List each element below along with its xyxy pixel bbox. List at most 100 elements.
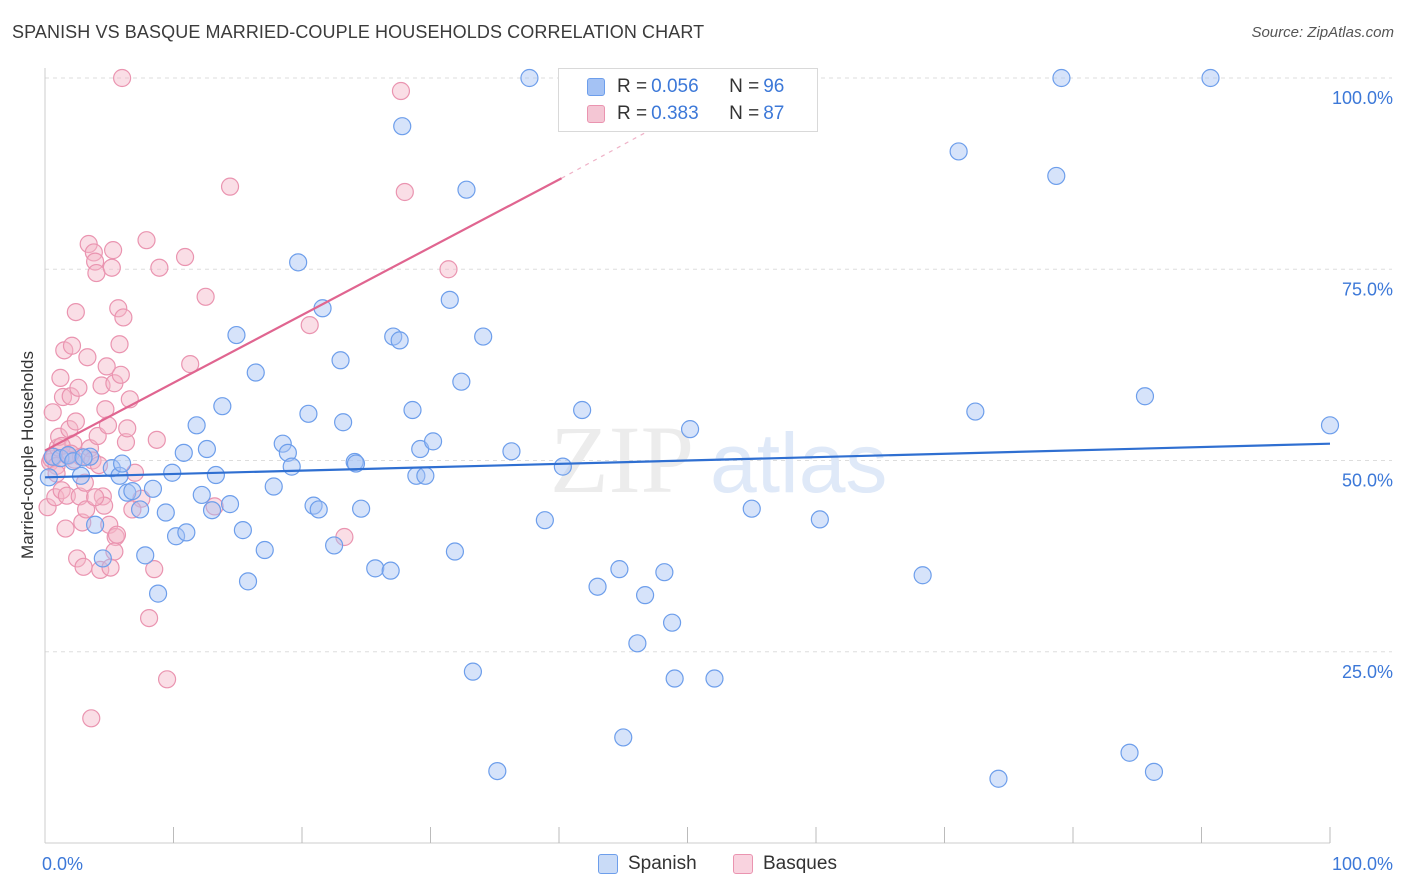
chart-title: SPANISH VS BASQUE MARRIED-COUPLE HOUSEHO… [12, 22, 705, 42]
spanish-point [227, 325, 246, 345]
spanish-point [445, 542, 465, 561]
basques-point [150, 258, 169, 277]
spanish-point [143, 479, 163, 498]
spanish-point [1320, 416, 1340, 435]
legend-n-label: N = [729, 103, 760, 124]
basques-point [125, 463, 145, 482]
legend-row-basques: R = 0.383 N = 87 [587, 102, 784, 126]
spanish-point [187, 416, 206, 435]
spanish-point [628, 634, 647, 653]
spanish-point [614, 728, 633, 747]
basques-n-value: 87 [763, 103, 785, 124]
x-tick-label: 0.0% [42, 854, 83, 874]
basques-point [105, 542, 124, 561]
spanish-point [1144, 762, 1164, 781]
basques-point [175, 247, 195, 267]
spanish-point [213, 397, 232, 416]
spanish-point [309, 500, 328, 519]
basques-point [395, 182, 414, 202]
spanish-point [1047, 166, 1066, 186]
bottom-legend-spanish[interactable]: Spanish [598, 852, 697, 876]
spanish-point [331, 351, 350, 370]
legend-row-spanish: R = 0.056 N = 96 [587, 75, 784, 99]
basques-point [52, 481, 71, 500]
basques-point [123, 500, 142, 519]
spanish-point [393, 117, 412, 136]
spanish-point [123, 482, 142, 501]
spanish-point [93, 549, 112, 568]
basques-point [137, 231, 156, 250]
spanish-point [352, 499, 371, 518]
spanish-point [1135, 387, 1155, 406]
spanish-point [610, 560, 629, 579]
basques-point [87, 263, 106, 283]
basques-point [66, 412, 85, 431]
spanish-point [246, 363, 265, 382]
spanish-point [662, 613, 682, 632]
basques-point [112, 68, 132, 88]
spanish-point [255, 540, 274, 560]
spanish-point [680, 420, 700, 439]
basques-point [147, 430, 166, 449]
basques-point [181, 355, 200, 374]
spanish-point [966, 402, 985, 421]
spanish-point [366, 559, 385, 578]
spanish-point [949, 142, 968, 161]
spanish-point [810, 510, 829, 529]
basques-point [391, 81, 411, 101]
basques-point [82, 709, 101, 728]
basques-point [111, 365, 130, 384]
spanish-point [136, 546, 155, 565]
basques-point [439, 260, 458, 279]
basques-point [57, 486, 76, 505]
spanish-swatch-icon [587, 78, 605, 96]
basques-point [56, 519, 75, 538]
spanish-r-value: 0.056 [651, 76, 699, 97]
legend-r-label: R = [617, 76, 648, 97]
basques-swatch-icon [587, 105, 605, 123]
basques-point [86, 252, 105, 271]
spanish-point [403, 400, 422, 420]
spanish-point [655, 563, 674, 582]
y-tick-label: 100.0% [1332, 88, 1393, 108]
spanish-point [381, 561, 400, 580]
axis-ticks: 25.0% 50.0% 75.0% 100.0% 0.0% 100.0% [42, 88, 1393, 874]
basques-point [157, 670, 177, 689]
basques-point [139, 608, 159, 628]
spanish-point [220, 495, 240, 514]
spanish-point [423, 432, 443, 451]
spanish-point [334, 413, 353, 432]
spanish-point [130, 500, 150, 519]
spanish-n-value: 96 [763, 76, 785, 97]
spanish-point [390, 331, 409, 350]
basques-point [84, 243, 103, 262]
x-tick-label: 100.0% [1332, 854, 1393, 874]
spanish-point [64, 452, 83, 471]
spanish-point [705, 669, 724, 688]
basques-point [93, 487, 112, 506]
spanish-point [289, 253, 308, 272]
basques-point [38, 498, 57, 517]
y-tick-label: 75.0% [1342, 279, 1393, 299]
spanish-point [1201, 68, 1220, 88]
spanish-point [488, 761, 507, 781]
spanish-point [463, 662, 483, 681]
spanish-point [1120, 743, 1139, 762]
spanish-point [202, 501, 222, 520]
y-tick-label: 50.0% [1342, 471, 1393, 491]
spanish-point [156, 503, 175, 522]
spanish-point [264, 477, 283, 496]
spanish-point [74, 448, 93, 467]
basques-point [97, 357, 116, 376]
spanish-point [742, 499, 761, 518]
bottom-legend-basques[interactable]: Basques [733, 852, 837, 876]
spanish-point [989, 769, 1008, 788]
basques-legend-icon [733, 854, 753, 874]
basques-point [102, 258, 121, 277]
spanish-point [520, 68, 539, 88]
spanish-point [553, 457, 572, 476]
spanish-legend-label: Spanish [628, 853, 697, 874]
basques-point [46, 488, 65, 507]
basques-point [118, 419, 137, 438]
